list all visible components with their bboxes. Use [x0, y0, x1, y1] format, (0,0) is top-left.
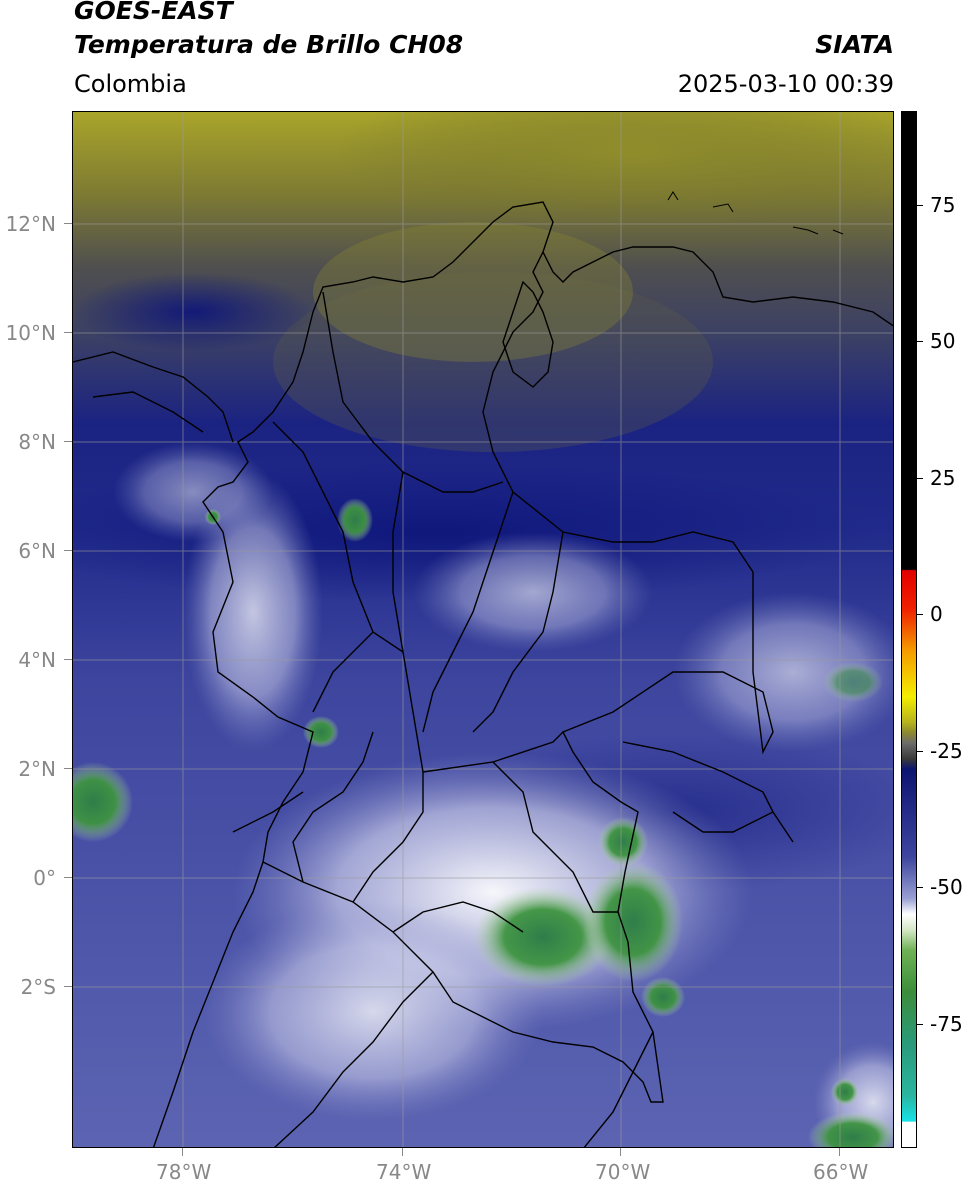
colorbar-label-minus75: -75 [930, 1012, 963, 1036]
colorbar-label-0: 0 [930, 602, 943, 626]
lat-label-2s: 2°S [20, 975, 56, 999]
colorbar-label-minus50: -50 [930, 875, 963, 899]
colorbar-label-minus25: -25 [930, 739, 963, 763]
lat-tick [64, 877, 72, 878]
country-borders [73, 201, 893, 1147]
lat-label-2n: 2°N [18, 757, 56, 781]
lat-tick [64, 332, 72, 333]
lon-label-74w: 74°W [376, 1160, 432, 1184]
lat-label-12n: 12°N [5, 212, 56, 236]
lat-label-0: 0° [33, 866, 56, 890]
region-label: Colombia [74, 70, 187, 98]
satellite-map[interactable] [72, 111, 894, 1148]
lat-tick [64, 223, 72, 224]
lon-label-70w: 70°W [595, 1160, 651, 1184]
lon-tick [182, 1148, 183, 1156]
lat-tick [64, 659, 72, 660]
title-line1: GOES-EAST [74, 0, 233, 25]
graticule [73, 112, 893, 1147]
organization-label: SIATA [815, 30, 894, 59]
colorbar-label-25: 25 [930, 466, 956, 490]
colorbar-tick [917, 887, 923, 888]
lat-tick [64, 441, 72, 442]
colorbar-tick [917, 614, 923, 615]
lon-tick [620, 1148, 621, 1156]
timestamp: 2025-03-10 00:39 [677, 70, 894, 98]
lat-tick [64, 986, 72, 987]
colorbar-tick [917, 205, 923, 206]
colorbar-label-50: 50 [930, 329, 956, 353]
colorbar-gradient [902, 112, 916, 1147]
lon-tick [839, 1148, 840, 1156]
colorbar [901, 111, 917, 1148]
lat-label-8n: 8°N [18, 430, 56, 454]
title-line2: Temperatura de Brillo CH08 [74, 30, 464, 59]
lat-tick [64, 768, 72, 769]
coast-islands [667, 191, 844, 235]
lon-label-66w: 66°W [813, 1160, 869, 1184]
lat-label-6n: 6°N [18, 539, 56, 563]
lat-tick [64, 550, 72, 551]
colorbar-tick [917, 478, 923, 479]
brightness-temperature-field [73, 112, 893, 1147]
lon-tick [402, 1148, 403, 1156]
colorbar-tick [917, 341, 923, 342]
colorbar-label-75: 75 [930, 193, 956, 217]
lon-label-78w: 78°W [156, 1160, 212, 1184]
colorbar-tick [917, 751, 923, 752]
lat-label-4n: 4°N [18, 648, 56, 672]
lat-label-10n: 10°N [5, 321, 56, 345]
colorbar-tick [917, 1024, 923, 1025]
